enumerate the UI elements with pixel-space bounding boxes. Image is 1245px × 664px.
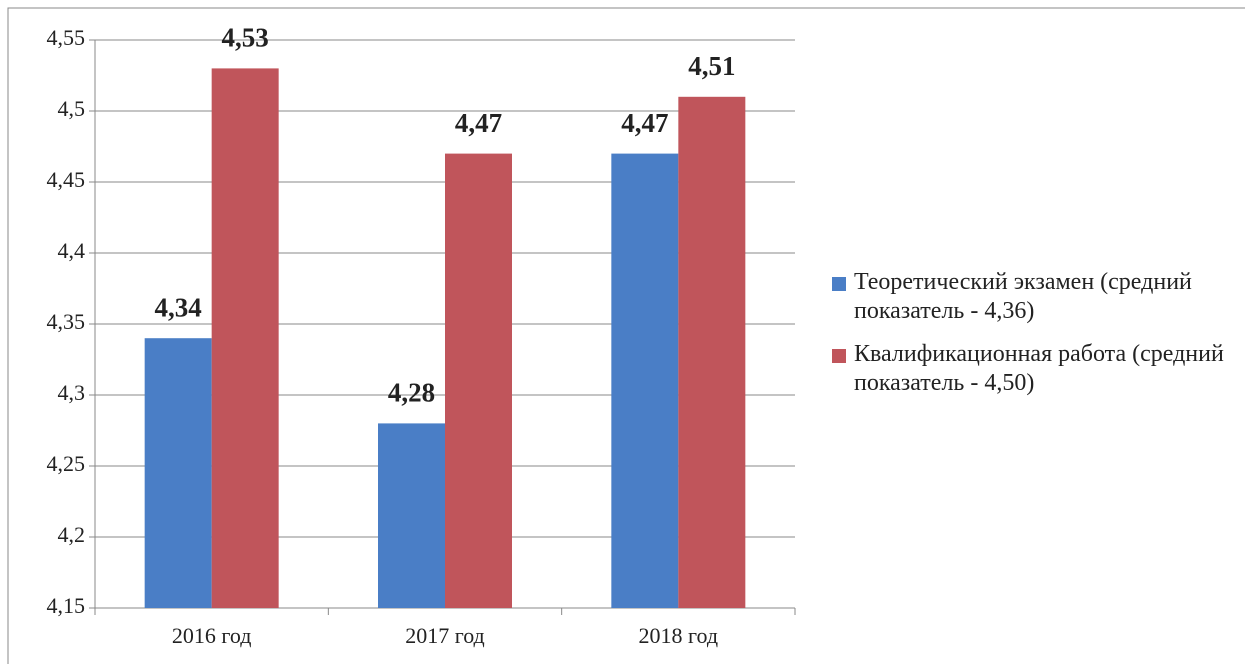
y-tick-label: 4,3 [58,380,86,405]
bar [144,338,212,608]
x-tick-label: 2017 год [405,623,485,648]
bar [678,96,746,609]
y-tick-label: 4,45 [47,167,86,192]
bar [211,68,279,608]
data-label: 4,34 [155,292,202,322]
y-tick-label: 4,15 [47,593,86,618]
bar [611,153,679,608]
bar [445,153,512,608]
legend-label: Теоретический экзамен (средний показател… [854,269,1192,324]
data-label: 4,53 [222,23,269,53]
y-tick-label: 4,2 [58,522,86,547]
legend: Теоретический экзамен (средний показател… [832,268,1232,412]
data-label: 4,47 [455,108,502,138]
legend-item: Теоретический экзамен (средний показател… [832,268,1232,326]
legend-swatch [832,277,846,291]
chart-frame [7,7,1245,664]
y-tick-label: 4,4 [58,238,86,263]
data-label: 4,51 [688,51,735,81]
y-tick-label: 4,25 [47,451,86,476]
y-tick-label: 4,5 [58,96,86,121]
bar [378,423,445,608]
data-label: 4,47 [621,108,668,138]
y-tick-label: 4,55 [47,25,86,50]
y-tick-label: 4,35 [47,309,86,334]
data-label: 4,28 [388,378,435,408]
legend-swatch [832,349,846,363]
x-tick-label: 2018 год [639,623,719,648]
legend-label: Квалификационная работа (средний показат… [854,341,1224,396]
x-tick-label: 2016 год [172,623,252,648]
legend-item: Квалификационная работа (средний показат… [832,340,1232,398]
